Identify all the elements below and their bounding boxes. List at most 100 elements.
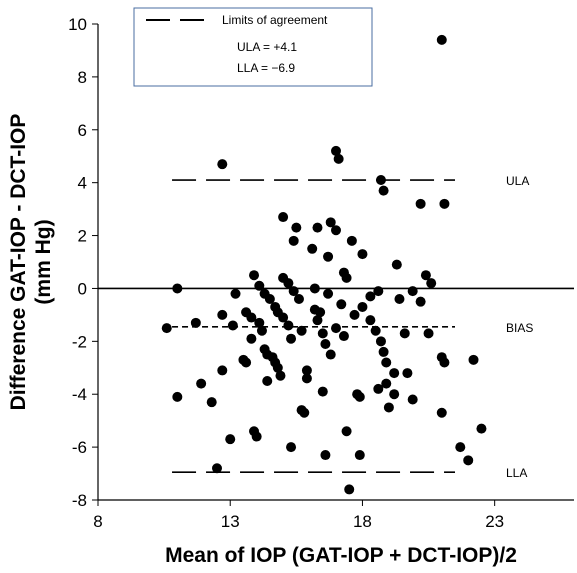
data-point <box>389 368 400 379</box>
data-point <box>402 368 413 379</box>
lla-label: LLA <box>506 466 527 480</box>
data-point <box>288 235 299 246</box>
data-point <box>341 272 352 283</box>
axes <box>97 24 574 501</box>
legend-ula-line: ULA = +4.1 <box>237 40 297 54</box>
data-point <box>436 407 447 418</box>
data-point <box>399 328 410 339</box>
data-point <box>275 370 286 381</box>
ula-label: ULA <box>506 174 529 188</box>
y-tick-label: 0 <box>78 279 87 298</box>
data-point <box>463 455 474 466</box>
data-point <box>331 145 341 156</box>
data-point <box>415 198 426 209</box>
y-tick-label: -2 <box>72 332 87 351</box>
data-point <box>286 333 297 344</box>
data-point <box>394 294 405 305</box>
data-point <box>407 286 418 297</box>
y-axis-title: Difference GAT-IOP - DCT-IOP (mm Hg) <box>7 114 55 411</box>
data-point <box>331 323 341 334</box>
data-point <box>333 153 344 164</box>
data-point <box>262 376 273 386</box>
data-point <box>341 426 352 437</box>
data-point <box>426 278 437 289</box>
data-point <box>375 175 386 186</box>
data-point <box>381 378 392 389</box>
data-point <box>288 286 299 297</box>
data-point <box>331 225 341 236</box>
data-point <box>455 442 466 453</box>
data-point <box>241 357 252 368</box>
data-point <box>312 315 323 326</box>
data-point <box>365 315 376 326</box>
data-point <box>468 354 479 365</box>
data-point <box>230 288 241 299</box>
legend-lla-line: LLA = −6.9 <box>237 61 295 75</box>
data-point <box>212 463 222 474</box>
data-point <box>301 365 312 376</box>
data-point <box>365 291 376 302</box>
data-point <box>196 378 207 389</box>
data-point <box>349 309 360 320</box>
data-point <box>225 434 236 445</box>
data-point <box>476 423 487 434</box>
data-point <box>354 391 365 402</box>
data-point <box>407 394 418 405</box>
data-point <box>436 34 447 45</box>
y-axis-title-line-1: Difference GAT-IOP - DCT-IOP <box>7 114 30 411</box>
y-axis-title-line-2: (mm Hg) <box>32 219 55 304</box>
y-tick-label: 6 <box>78 121 87 140</box>
data-point <box>246 333 257 344</box>
data-point <box>420 270 431 281</box>
data-point <box>323 288 334 299</box>
data-point <box>357 301 368 312</box>
x-tick-label: 13 <box>221 512 240 531</box>
y-tick-label: 4 <box>78 174 87 193</box>
data-point <box>278 212 289 223</box>
data-point <box>286 442 297 453</box>
data-point <box>344 484 355 495</box>
legend-box <box>133 7 373 87</box>
data-point <box>307 243 318 254</box>
bias-label: BIAS <box>506 321 533 335</box>
data-point <box>161 323 172 334</box>
data-point <box>172 391 183 402</box>
data-point <box>190 317 201 328</box>
data-point <box>217 309 228 320</box>
data-point <box>217 159 228 170</box>
y-tick-label: 8 <box>78 68 87 87</box>
data-point <box>315 307 326 318</box>
x-tick-label: 23 <box>485 512 504 531</box>
data-point <box>325 217 336 228</box>
data-point <box>391 259 402 270</box>
data-point <box>272 362 283 373</box>
data-point <box>283 278 294 289</box>
data-point <box>357 249 368 260</box>
x-axis-title: Mean of IOP (GAT-IOP + DCT-IOP)/2 <box>165 544 517 567</box>
data-point <box>264 294 275 305</box>
data-point <box>206 397 217 408</box>
data-point <box>309 283 320 294</box>
x-tick-label: 18 <box>353 512 372 531</box>
legend: Limits of agreement ULA = +4.1 LLA = −6.… <box>133 7 373 87</box>
data-point <box>217 365 228 376</box>
data-point <box>373 383 384 394</box>
data-point <box>370 325 381 336</box>
legend-title: Limits of agreement <box>222 13 328 27</box>
data-point <box>346 235 357 246</box>
data-point <box>439 357 450 368</box>
data-point <box>354 450 365 461</box>
data-point <box>323 251 334 262</box>
data-point <box>317 386 328 397</box>
y-tick-label: 2 <box>78 227 87 246</box>
data-point <box>423 328 434 339</box>
data-point <box>373 286 384 297</box>
data-point <box>439 198 450 209</box>
data-point <box>227 320 238 331</box>
y-tick-label: -6 <box>72 438 87 457</box>
data-point <box>278 312 289 323</box>
data-point <box>299 407 310 418</box>
tick-labels: -8 -6 -4 -2 0 2 4 6 8 10 8 13 18 23 <box>68 15 504 531</box>
data-point <box>312 222 323 233</box>
